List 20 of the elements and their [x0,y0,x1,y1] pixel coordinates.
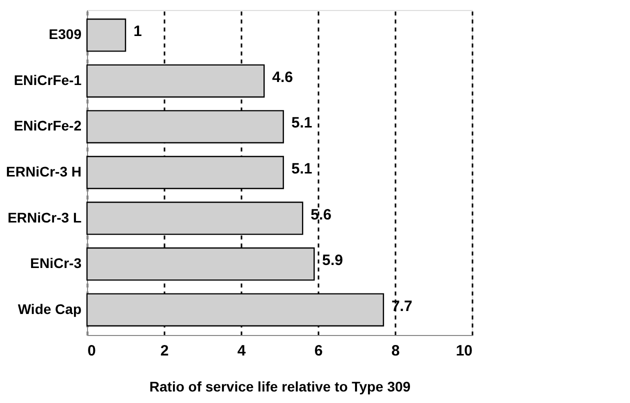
y-tick-label: ENiCr-3 [30,255,82,272]
y-tick-label: ERNiCr-3 H [6,164,82,180]
y-tick-label: ENiCrFe-2 [14,118,82,134]
x-tick-label: 10 [456,342,472,360]
data-label: 5.1 [291,114,312,132]
x-tick-label: 6 [314,342,323,360]
data-label: 5.9 [322,252,344,270]
data-label: 5.6 [310,206,332,224]
x-tick-label: 0 [88,342,96,360]
x-tick-label: 8 [391,342,400,360]
y-tick-label: Wide Cap [18,300,82,317]
x-axis-title: Ratio of service life relative to Type 309 [149,378,411,394]
data-label: 5.1 [291,160,312,178]
y-tick-label: ENiCrFe-1 [14,72,82,88]
y-tick-label: ERNiCr-3 L [8,209,82,226]
data-label: 4.6 [272,68,293,86]
x-tick-label: 2 [160,342,169,360]
y-tick-label: E309 [48,26,82,42]
data-label: 1 [134,23,142,40]
x-tick-label: 4 [237,342,246,360]
